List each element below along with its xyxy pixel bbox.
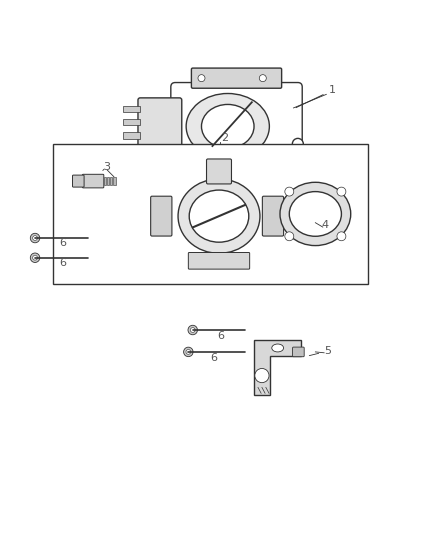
Circle shape	[255, 368, 269, 383]
Text: 2: 2	[221, 133, 228, 143]
Circle shape	[191, 328, 195, 333]
FancyBboxPatch shape	[138, 98, 182, 159]
FancyBboxPatch shape	[188, 253, 250, 269]
Circle shape	[184, 347, 193, 357]
Circle shape	[259, 171, 266, 178]
Circle shape	[337, 187, 346, 196]
Ellipse shape	[290, 191, 342, 236]
Ellipse shape	[293, 139, 304, 149]
Circle shape	[337, 232, 346, 241]
Ellipse shape	[178, 179, 260, 253]
Bar	[123, 106, 140, 112]
Ellipse shape	[186, 93, 269, 159]
Bar	[53, 144, 368, 284]
Text: 6: 6	[59, 238, 66, 248]
Text: 6: 6	[217, 331, 224, 341]
FancyBboxPatch shape	[293, 347, 304, 357]
FancyBboxPatch shape	[262, 196, 283, 236]
FancyBboxPatch shape	[82, 174, 104, 188]
Circle shape	[186, 350, 191, 354]
Circle shape	[33, 236, 37, 240]
Circle shape	[285, 232, 294, 241]
Ellipse shape	[201, 104, 254, 148]
FancyBboxPatch shape	[207, 159, 231, 184]
Ellipse shape	[272, 344, 284, 352]
Text: 1: 1	[296, 85, 336, 108]
Polygon shape	[254, 340, 301, 395]
Bar	[113, 177, 116, 185]
Text: 6: 6	[210, 353, 217, 362]
Circle shape	[30, 233, 40, 243]
Bar	[123, 132, 140, 139]
Circle shape	[202, 171, 209, 178]
Ellipse shape	[280, 182, 351, 246]
Text: 3: 3	[103, 162, 110, 172]
Text: 4: 4	[322, 220, 329, 230]
FancyBboxPatch shape	[171, 83, 302, 170]
Bar	[110, 177, 113, 185]
Circle shape	[188, 325, 198, 335]
Text: 6: 6	[59, 259, 66, 269]
Bar	[107, 177, 109, 185]
Text: 5: 5	[309, 346, 331, 356]
FancyBboxPatch shape	[151, 196, 172, 236]
FancyBboxPatch shape	[191, 68, 282, 88]
Circle shape	[285, 187, 294, 196]
Circle shape	[33, 255, 37, 260]
Circle shape	[30, 253, 40, 262]
FancyBboxPatch shape	[73, 175, 84, 187]
Bar	[104, 177, 106, 185]
Bar	[123, 119, 140, 125]
Circle shape	[259, 75, 266, 82]
Circle shape	[198, 75, 205, 82]
Ellipse shape	[189, 190, 249, 242]
FancyBboxPatch shape	[191, 165, 282, 184]
